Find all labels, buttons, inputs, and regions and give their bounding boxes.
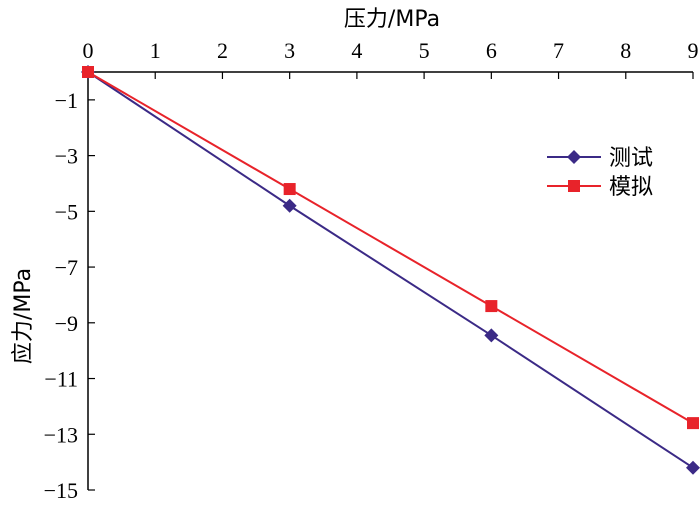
x-tick-label: 8: [620, 38, 631, 63]
y-tick-label: −7: [55, 255, 78, 280]
x-tick-label: 6: [486, 38, 497, 63]
x-tick-label: 2: [217, 38, 228, 63]
data-point-marker: [282, 198, 297, 213]
y-tick-labels: −1 −3 −5 −7 −9 −11 −13 −15: [44, 88, 78, 503]
x-tick-label: 4: [351, 38, 362, 63]
y-tick-label: −13: [44, 422, 78, 447]
legend-marker: [568, 180, 580, 192]
series-line: [87, 71, 694, 424]
legend-label: 模拟: [609, 175, 653, 200]
series-line: [87, 71, 694, 469]
x-tick-label: 0: [83, 38, 94, 63]
series-1: [81, 65, 700, 475]
y-axis-title: 应力/MPa: [11, 268, 36, 364]
x-tick-label: 7: [553, 38, 564, 63]
x-tick-label: 1: [150, 38, 161, 63]
x-tick-label: 9: [688, 38, 699, 63]
data-point-marker: [686, 460, 700, 475]
y-tick-label: −15: [44, 478, 78, 503]
x-tick-label: 5: [419, 38, 430, 63]
series-2: [82, 66, 699, 430]
data-point-marker: [484, 328, 499, 343]
data-point-marker: [687, 417, 699, 430]
legend-item: 模拟: [547, 175, 653, 200]
y-tick-label: −11: [44, 367, 78, 392]
axes: [87, 71, 694, 491]
data-point-marker: [485, 300, 498, 313]
y-tick-label: −3: [55, 144, 78, 169]
legend-marker: [567, 150, 581, 164]
y-tick-label: −9: [55, 311, 78, 336]
data-point-marker: [82, 66, 94, 78]
series-group: [81, 65, 700, 475]
legend-item: 测试: [547, 146, 653, 171]
legend-label: 测试: [609, 146, 653, 171]
x-tick-labels: 0 1 2 3 4 5 6 7 8 9: [83, 38, 699, 63]
x-axis-title: 压力/MPa: [344, 7, 440, 32]
y-tick-label: −1: [55, 88, 78, 113]
data-point-marker: [283, 183, 296, 196]
x-tick-label: 3: [284, 38, 295, 63]
y-tick-label: −5: [55, 199, 78, 224]
